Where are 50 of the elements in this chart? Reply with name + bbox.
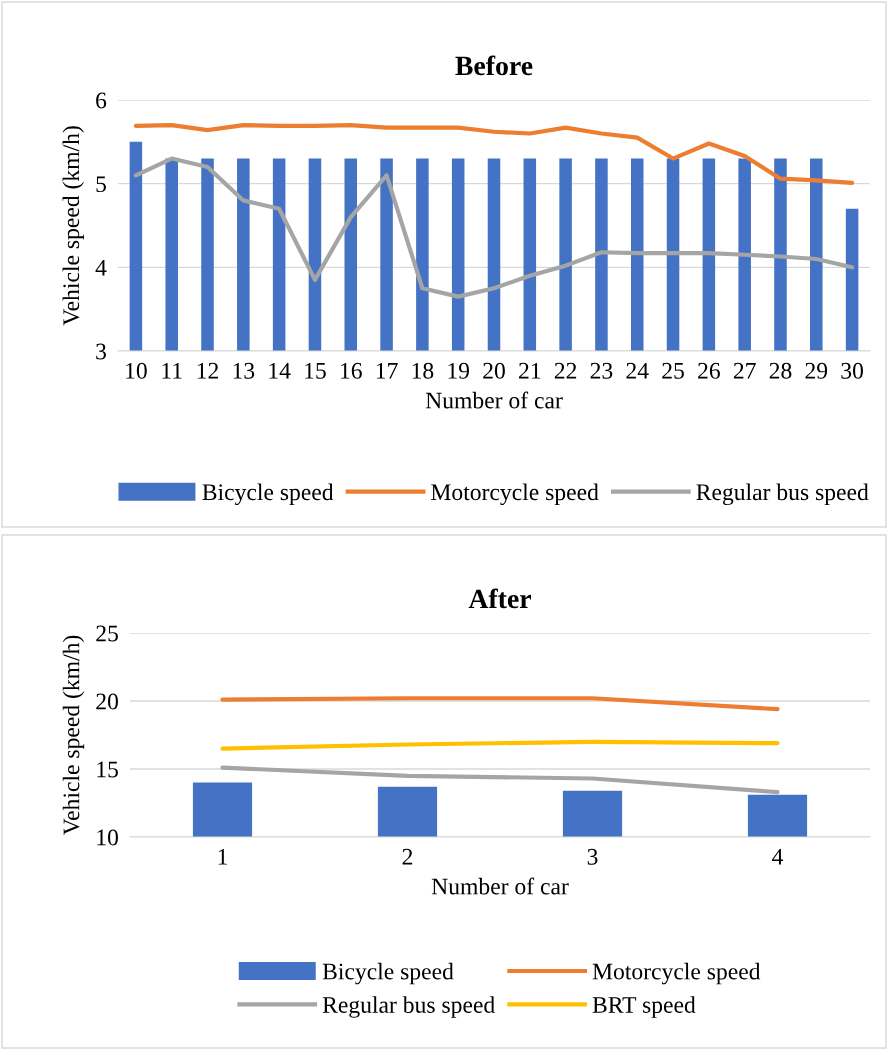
x-tick-label: 19 (448, 362, 470, 379)
x-tick-label: 21 (519, 362, 541, 379)
x-tick-label: 11 (162, 362, 182, 379)
line-series (220, 739, 780, 751)
x-tick-label: 1 (218, 848, 227, 865)
x-axis-title: Number of car (425, 391, 563, 409)
x-tick-label: 12 (197, 362, 219, 379)
y-tick-label: 20 (96, 693, 118, 710)
x-tick-label: 3 (587, 848, 598, 865)
legend-label: Motorcycle speed (431, 483, 599, 506)
y-tick-label: 25 (96, 625, 118, 642)
x-tick-label: 16 (341, 362, 362, 379)
x-axis-title: Number of car (431, 877, 569, 895)
x-tick-label: 25 (662, 362, 684, 379)
y-tick-label: 10 (97, 829, 118, 846)
line-series (133, 123, 855, 185)
y-tick-label: 4 (95, 259, 107, 276)
x-tick-label: 29 (805, 362, 828, 379)
x-tick-label: 13 (233, 362, 255, 379)
legend-label: Bicycle speed (322, 962, 454, 985)
legend-label: Regular bus speed (322, 996, 495, 1018)
x-tick-label: 17 (376, 362, 398, 379)
y-tick-label: 5 (96, 176, 106, 193)
legend-label: Bicycle speed (202, 483, 334, 506)
legend-label: Regular bus speed (696, 483, 869, 506)
x-tick-label: 18 (412, 362, 434, 379)
y-tick-label: 15 (97, 761, 118, 778)
line-series (220, 765, 780, 795)
x-tick-label: 4 (772, 848, 784, 865)
x-tick-label: 30 (841, 362, 863, 379)
x-tick-label: 26 (698, 362, 720, 379)
x-tick-label: 15 (305, 362, 326, 379)
x-tick-label: 23 (590, 362, 613, 379)
x-tick-label: 28 (769, 362, 792, 379)
chart-title: After (468, 588, 532, 609)
y-tick-label: 3 (96, 343, 106, 360)
y-tick-label: 6 (96, 92, 107, 109)
x-tick-label: 2 (402, 848, 413, 865)
x-tick-label: 20 (483, 362, 505, 379)
x-tick-label: 27 (733, 362, 756, 379)
chart-title: Before (455, 55, 533, 76)
y-axis-title: Vehicle speed (km/h) (62, 635, 85, 836)
legend-label: Motorcycle speed (592, 962, 761, 985)
y-axis-title: Vehicle speed (km/h) (62, 126, 84, 326)
x-tick-label: 22 (554, 362, 577, 379)
x-tick-label: 14 (269, 362, 291, 379)
legend-label: BRT speed (592, 996, 696, 1018)
line-series (133, 156, 855, 299)
x-tick-label: 24 (626, 362, 649, 379)
x-tick-label: 10 (126, 362, 147, 379)
